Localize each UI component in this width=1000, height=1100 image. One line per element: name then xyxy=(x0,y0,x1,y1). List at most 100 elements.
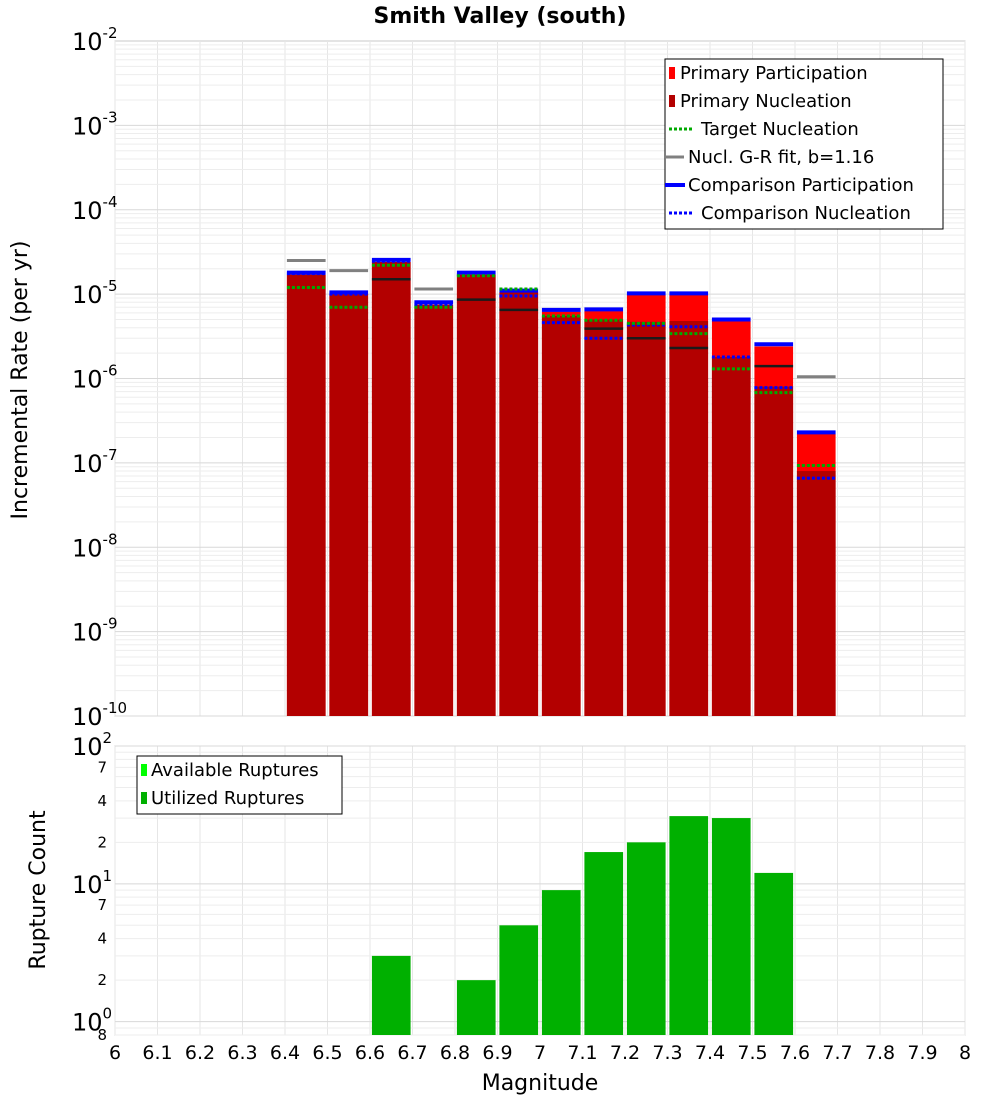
top-panel: 10-2 10-3 10-4 10-5 10-6 10-7 10-8 10-9 10-10 Sm… xyxy=(8,4,966,731)
x-tick-label: 7 xyxy=(534,1042,546,1064)
x-tick-label: 6.7 xyxy=(397,1042,427,1064)
x-tick-label: 7.6 xyxy=(780,1042,810,1064)
x-tick-label: 6.5 xyxy=(312,1042,342,1064)
primary-nucleation-bar xyxy=(669,321,709,716)
top-y-tick-exponent: -5 xyxy=(103,277,118,295)
x-tick-label: 6 xyxy=(109,1042,121,1064)
top-y-tick-exponent: -6 xyxy=(103,362,118,380)
top-bars xyxy=(286,262,836,716)
utilized-ruptures-bar xyxy=(371,955,411,1035)
top-y-ticks: 10-2 10-3 10-4 10-5 10-6 10-7 10-8 10-9 10-10 xyxy=(72,24,127,731)
top-y-tick-label: 10-6 xyxy=(72,362,118,394)
x-tick-label: 6.9 xyxy=(482,1042,512,1064)
primary-nucleation-bar xyxy=(711,356,751,716)
utilized-ruptures-bar xyxy=(626,842,666,1035)
bottom-bars xyxy=(371,816,794,1035)
bottom-gridlines xyxy=(114,745,966,1036)
x-tick-label: 8 xyxy=(959,1042,971,1064)
top-y-tick-label: 10-2 xyxy=(72,24,118,56)
top-y-tick-exponent: -8 xyxy=(103,530,118,548)
top-y-tick-label: 10-8 xyxy=(72,530,118,562)
x-tick-label: 6.6 xyxy=(355,1042,385,1064)
legend-entry-label: Primary Participation xyxy=(680,63,868,84)
utilized-ruptures-bar xyxy=(754,872,794,1035)
top-y-tick-label: 10-10 xyxy=(72,699,127,731)
top-legend-box xyxy=(664,58,944,230)
bottom-y-tick-label: 102 xyxy=(72,729,112,761)
primary-nucleation-bar xyxy=(754,386,794,716)
x-tick-label: 6.3 xyxy=(227,1042,257,1064)
x-tick-label: 6.2 xyxy=(185,1042,215,1064)
primary-nucleation-bar xyxy=(414,304,454,716)
x-ticks: 6 6.1 6.2 6.3 6.4 6.5 6.6 6.7 6.8 6.9 7 7.1 7.2 7.3 7.… xyxy=(109,1042,971,1064)
primary-nucleation-bar xyxy=(626,321,666,716)
legend-entry-label: Comparison Nucleation xyxy=(701,203,911,224)
legend-entry-label: Comparison Participation xyxy=(688,175,914,196)
primary-nucleation-bar xyxy=(541,316,581,716)
x-tick-label: 7.5 xyxy=(737,1042,767,1064)
chart-title: Smith Valley (south) xyxy=(374,4,627,29)
top-legend: Primary Participation Primary Nucleation T… xyxy=(664,58,944,230)
primary-nucleation-bar xyxy=(796,471,836,716)
top-y-tick-exponent: -9 xyxy=(103,615,118,633)
top-y-tick-label: 10-5 xyxy=(72,277,118,309)
bottom-y-tick-exponent: 2 xyxy=(103,729,113,747)
utilized-ruptures-bar xyxy=(456,980,496,1035)
bottom-legend: Available Ruptures Utilized Ruptures xyxy=(136,755,343,815)
utilized-ruptures-bar xyxy=(541,890,581,1035)
x-tick-label: 6.1 xyxy=(142,1042,172,1064)
bottom-y-minor-tick-label: 7 xyxy=(97,896,107,914)
x-tick-label: 6.4 xyxy=(270,1042,300,1064)
x-tick-label: 7.1 xyxy=(567,1042,597,1064)
utilized-ruptures-bar xyxy=(711,818,751,1035)
top-y-tick-exponent: -4 xyxy=(103,193,118,211)
top-gridlines xyxy=(114,41,966,717)
x-tick-label: 7.9 xyxy=(907,1042,937,1064)
bottom-y-axis-label: Rupture Count xyxy=(26,810,51,970)
top-y-tick-label: 10-3 xyxy=(72,108,118,140)
top-y-tick-exponent: -10 xyxy=(103,699,128,717)
x-tick-label: 7.4 xyxy=(695,1042,725,1064)
x-axis-label: Magnitude xyxy=(482,1071,599,1096)
bottom-y-minor-tick-label: 4 xyxy=(97,930,107,948)
bottom-y-minor-tick-label: 2 xyxy=(97,971,107,989)
legend-swatch xyxy=(669,67,675,79)
primary-nucleation-bar xyxy=(329,294,369,716)
bottom-y-minor-tick-label: 7 xyxy=(97,758,107,776)
legend-swatch xyxy=(141,764,147,776)
utilized-ruptures-bar xyxy=(669,816,709,1035)
legend-entry-label: Available Ruptures xyxy=(151,760,319,781)
top-y-tick-label: 10-4 xyxy=(72,193,118,225)
x-tick-label: 6.8 xyxy=(440,1042,470,1064)
primary-nucleation-bar xyxy=(371,262,411,716)
primary-nucleation-bar xyxy=(286,274,326,716)
legend-swatch xyxy=(669,95,675,107)
x-tick-label: 7.8 xyxy=(865,1042,895,1064)
top-y-tick-exponent: -2 xyxy=(103,24,118,42)
bottom-y-minor-tick-label: 2 xyxy=(97,833,107,851)
top-y-tick-exponent: -3 xyxy=(103,108,118,126)
utilized-ruptures-bar xyxy=(499,925,539,1035)
legend-swatch xyxy=(141,792,147,804)
top-y-tick-label: 10-9 xyxy=(72,615,118,647)
legend-entry-label: Target Nucleation xyxy=(700,119,859,140)
primary-nucleation-bar xyxy=(456,274,496,716)
bottom-y-tick-exponent: 1 xyxy=(103,867,113,885)
x-tick-label: 7.7 xyxy=(822,1042,852,1064)
top-y-axis-label: Incremental Rate (per yr) xyxy=(8,241,33,520)
legend-entry-label: Utilized Ruptures xyxy=(151,788,304,809)
legend-entry-label: Primary Nucleation xyxy=(680,91,852,112)
bottom-legend-box xyxy=(136,755,343,815)
utilized-ruptures-bar xyxy=(584,852,624,1035)
primary-nucleation-bar xyxy=(499,292,539,716)
primary-nucleation-bar xyxy=(584,319,624,716)
bottom-y-tick-label: 101 xyxy=(72,867,112,899)
x-tick-label: 7.3 xyxy=(652,1042,682,1064)
legend-entry-label: Nucl. G-R fit, b=1.16 xyxy=(688,147,874,168)
top-y-tick-exponent: -7 xyxy=(103,446,118,464)
x-tick-label: 7.2 xyxy=(610,1042,640,1064)
bottom-y-tick-exponent: 0 xyxy=(103,1005,113,1023)
